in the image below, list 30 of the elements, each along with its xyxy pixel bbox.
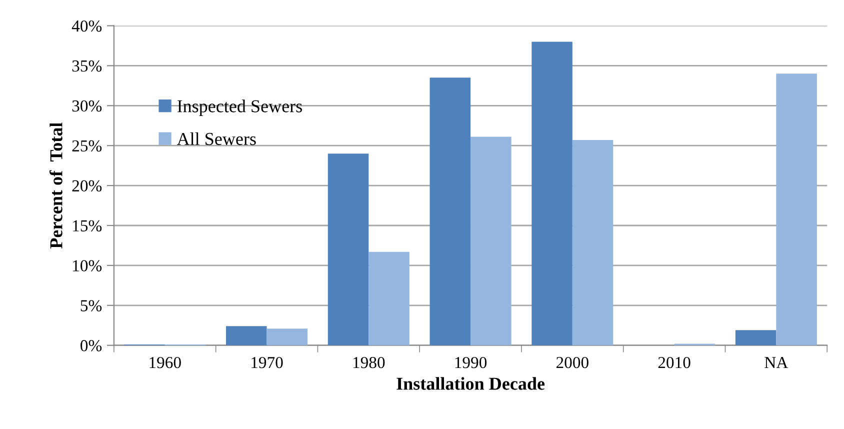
- y-tick-label: 25%: [72, 140, 102, 152]
- y-tick-label: 5%: [80, 300, 102, 312]
- legend-label: Inspected Sewers: [177, 100, 302, 116]
- x-tick-label: 1960: [150, 356, 181, 368]
- y-tick-label: 35%: [72, 60, 102, 72]
- bar: [572, 140, 614, 346]
- y-tick-label: 20%: [72, 180, 102, 192]
- bar: [735, 330, 776, 346]
- y-tick-label: 40%: [72, 20, 102, 32]
- legend-label: All Sewers: [176, 132, 256, 146]
- y-axis-title: Percent of Total: [49, 122, 62, 249]
- bar: [226, 326, 267, 346]
- y-tick-label: 0%: [80, 340, 102, 352]
- y-tick-label: 10%: [73, 260, 102, 272]
- x-tick-label: NA: [764, 357, 788, 368]
- x-tick-label: 1980: [353, 356, 385, 368]
- bar: [328, 154, 369, 346]
- bar: [368, 252, 410, 346]
- x-tick-label: 1970: [252, 356, 283, 368]
- bar: [776, 74, 817, 346]
- bar: [266, 328, 308, 346]
- x-tick-label: 2000: [556, 356, 588, 368]
- bar: [532, 42, 572, 346]
- bar: [470, 136, 512, 346]
- y-tick-label: 15%: [73, 220, 102, 232]
- x-axis-title: Installation Decade: [396, 377, 545, 390]
- bar: [430, 78, 471, 346]
- y-tick-label: 30%: [72, 100, 102, 112]
- x-tick-label: 1990: [455, 356, 487, 368]
- x-tick-label: 2010: [658, 356, 690, 368]
